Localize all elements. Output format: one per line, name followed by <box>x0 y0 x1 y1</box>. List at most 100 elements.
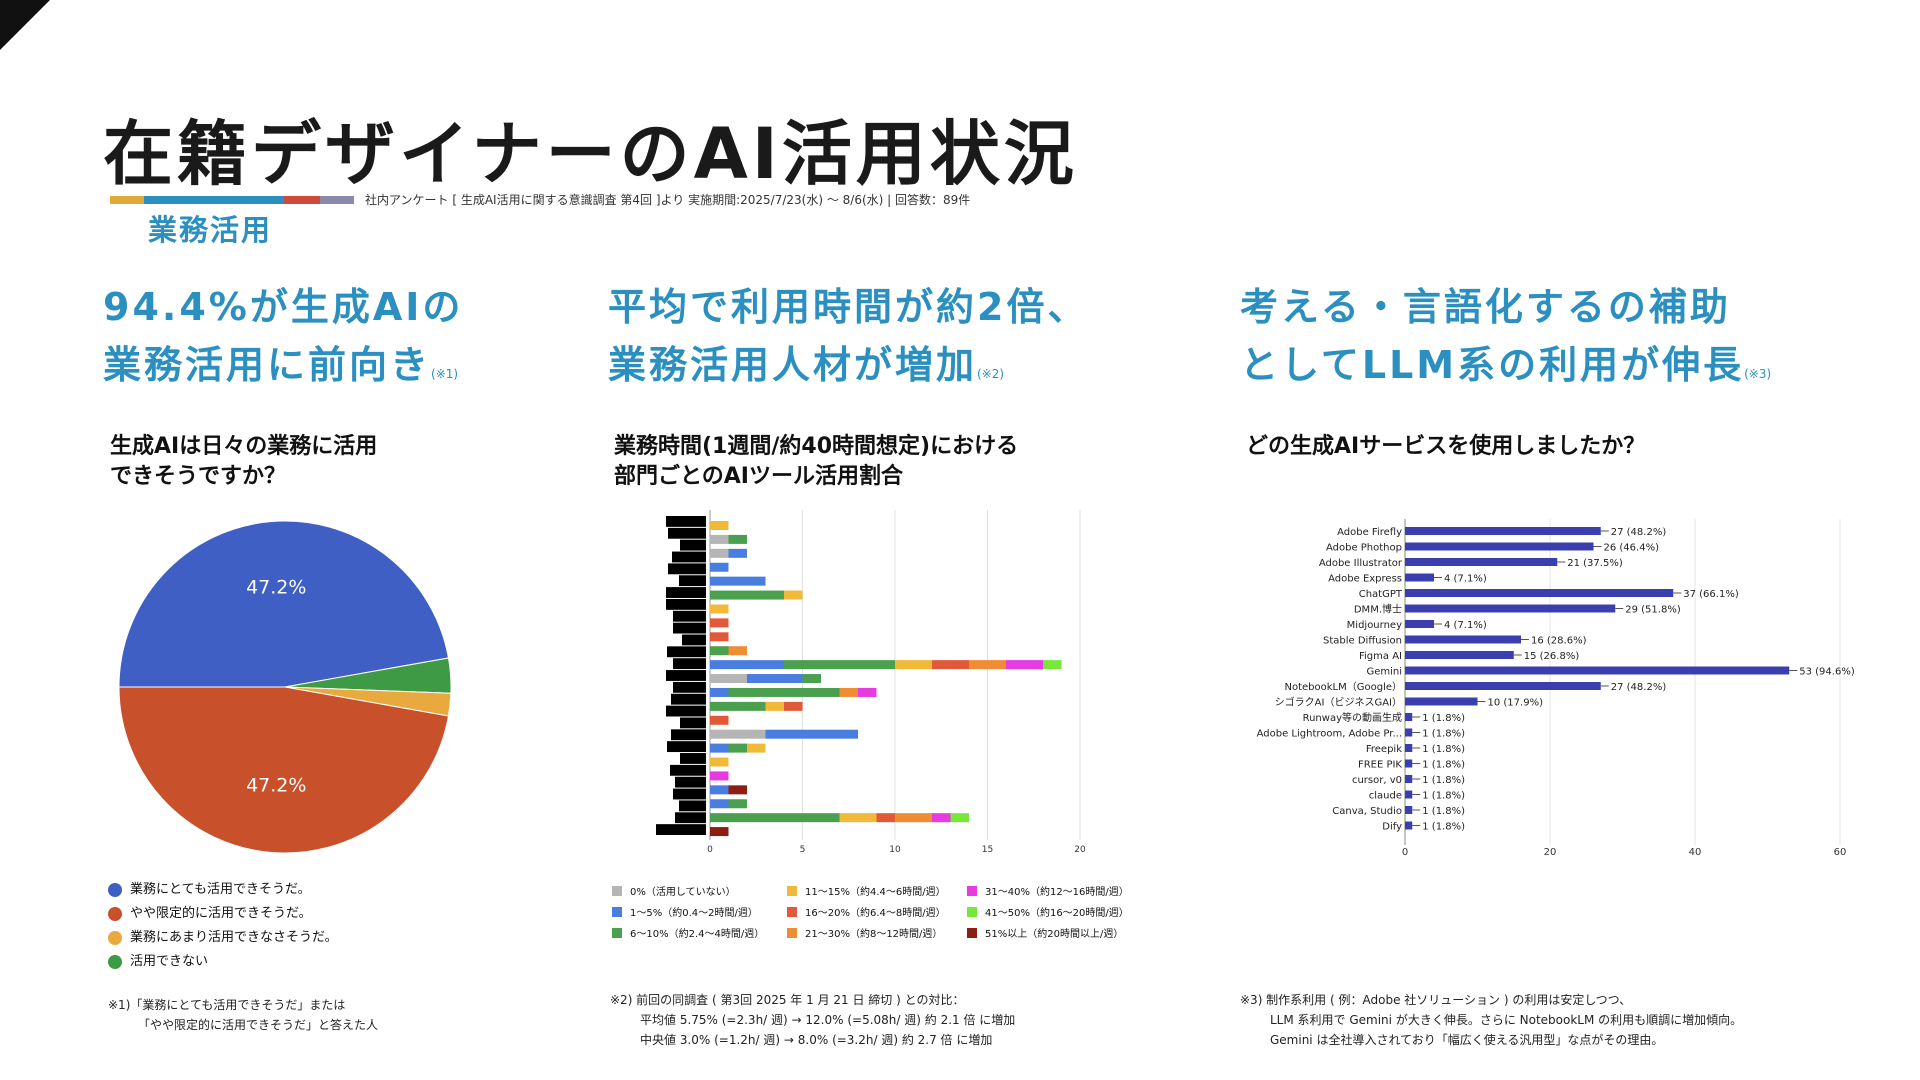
bar-data-label: 15 (26.8%) <box>1524 651 1580 662</box>
service-bar <box>1405 728 1413 737</box>
stacked-bar-segment <box>895 813 932 823</box>
service-bar <box>1405 527 1601 535</box>
stacked-bar-segment <box>784 660 895 670</box>
x-tick-label: 0 <box>1402 847 1408 858</box>
bar-data-label: 1 (1.8%) <box>1422 822 1465 833</box>
y-category-label: Figma AI <box>1359 651 1402 662</box>
bar-data-label: 26 (46.4%) <box>1604 543 1660 554</box>
section-1-note-ref: (※1) <box>431 367 459 381</box>
accent-color-segment <box>110 196 144 204</box>
legend-dot-icon <box>108 955 122 969</box>
pie-legend-item: 業務にあまり活用できなさそうだ。 <box>108 926 338 950</box>
stacked-bar-segment <box>784 590 803 600</box>
stacked-bar-segment <box>728 548 747 558</box>
stacked-bar-segment <box>710 576 766 586</box>
section-3-headline: 考える・言語化するの補助 としてLLM系の利用が伸長(※3) <box>1240 278 1771 403</box>
redacted-department-label <box>673 788 706 800</box>
redacted-department-label <box>671 693 706 705</box>
stacked-legend-label: 11〜15%（約4.4〜6時間/週） <box>805 887 946 898</box>
stacked-bar-segment <box>765 729 858 739</box>
legend-swatch-icon <box>967 927 977 938</box>
section-2-footnote-line-2: 平均値 5.75% (=2.3h/ 週) → 12.0% (=5.08h/ 週)… <box>640 1013 1016 1027</box>
bar-data-label: 1 (1.8%) <box>1422 760 1465 771</box>
section-2-headline-line-2: 業務活用人材が増加 <box>608 343 978 387</box>
service-bar <box>1405 806 1413 814</box>
service-bar <box>1405 635 1521 644</box>
bar-data-label: 1 (1.8%) <box>1422 775 1465 786</box>
section-1-question-line-1: 生成AIは日々の業務に活用 <box>110 434 378 459</box>
pie-legend-item: やや限定的に活用できそうだ。 <box>108 902 338 926</box>
pie-legend-item: 活用できない <box>108 950 338 974</box>
bar-data-label: 1 (1.8%) <box>1422 713 1465 724</box>
legend-swatch-icon <box>787 885 797 896</box>
legend-swatch-icon <box>967 906 977 917</box>
stacked-bar-segment <box>710 687 729 697</box>
stacked-bar-legend: 0%（活用していない） 11〜15%（約4.4〜6時間/週） 31〜40%（約12〜… <box>612 883 1152 940</box>
stacked-legend-item: 41〜50%（約16〜20時間/週） <box>967 904 1152 919</box>
service-bar <box>1405 620 1434 628</box>
pie-data-label: 47.2% <box>246 576 306 598</box>
stacked-legend-label: 16〜20%（約6.4〜8時間/週） <box>805 908 946 919</box>
stacked-bar-segment <box>710 618 729 628</box>
pie-legend-label: 活用できない <box>130 954 209 969</box>
stacked-bar-segment <box>710 729 766 739</box>
pie-slice <box>118 520 450 688</box>
stacked-bar-chart: 0 5 10 15 20 <box>656 510 1086 855</box>
service-bar <box>1405 713 1413 721</box>
service-bar <box>1405 573 1434 582</box>
service-bar <box>1405 589 1674 597</box>
bar-data-label: 10 (17.9%) <box>1488 698 1544 709</box>
legend-dot-icon <box>108 931 122 945</box>
service-bar <box>1405 651 1514 659</box>
stacked-bar-segment <box>710 521 729 530</box>
pie-slice <box>118 686 450 854</box>
section-3-footnote-line-3: Gemini は全社導入されており「幅広く使える汎用型」な点がその理由。 <box>1270 1033 1664 1047</box>
section-2-footnote-line-3: 中央値 3.0% (=1.2h/ 週) → 8.0% (=3.2h/ 週) 約 … <box>640 1033 993 1047</box>
stacked-bar-segment <box>710 646 729 656</box>
redacted-department-label <box>671 729 706 741</box>
y-category-label: ChatGPT <box>1359 589 1403 600</box>
section-1-footnote-line-2: 「やや限定的に活用できそうだ」と答えた人 <box>138 1018 379 1032</box>
legend-swatch-icon <box>787 906 797 917</box>
section-1-footnote: ※1)「業務にとても活用できそうだ」または 「やや限定的に活用できそうだ」と答え… <box>108 995 378 1035</box>
redacted-department-label <box>682 634 706 646</box>
y-category-label: Canva, Studio <box>1332 806 1402 817</box>
stacked-legend-label: 1〜5%（約0.4〜2時間/週） <box>630 908 758 919</box>
section-3-footnote: ※3) 制作系利用 ( 例：Adobe 社ソリューション ) の利用は安定しつつ… <box>1240 990 1742 1050</box>
section-1-question: 生成AIは日々の業務に活用 できそうですか？ <box>110 432 377 492</box>
redacted-department-label <box>680 717 706 729</box>
y-category-label: Adobe Phothop <box>1326 543 1402 554</box>
section-3-note-ref: (※3) <box>1744 367 1772 381</box>
service-bar <box>1405 759 1413 768</box>
stacked-bar-segment <box>710 660 784 670</box>
redacted-department-label <box>667 646 706 658</box>
stacked-legend-label: 31〜40%（約12〜16時間/週） <box>985 887 1129 898</box>
bar-data-label: 4 (7.1%) <box>1444 574 1487 585</box>
stacked-bar-segment <box>728 687 840 697</box>
y-category-label: Dify <box>1382 822 1402 833</box>
accent-color-segment <box>214 196 284 204</box>
redacted-department-label <box>680 539 706 551</box>
y-category-label: Stable Diffusion <box>1323 636 1402 647</box>
stacked-bar-segment <box>710 701 766 711</box>
pie-legend-item: 業務にとても活用できそうだ。 <box>108 878 338 902</box>
stacked-legend-label: 51%以上（約20時間以上/週） <box>985 929 1124 940</box>
y-category-label: Adobe Illustrator <box>1319 558 1403 569</box>
page-subtitle: 業務活用 <box>148 213 273 247</box>
x-tick-label: 20 <box>1544 847 1557 858</box>
service-bar <box>1405 697 1478 706</box>
x-tick-label: 40 <box>1689 847 1702 858</box>
bar-data-label: 16 (28.6%) <box>1531 636 1587 647</box>
legend-dot-icon <box>108 907 122 921</box>
bar-data-label: 53 (94.6%) <box>1799 667 1855 678</box>
redacted-department-label <box>675 776 706 788</box>
bar-data-label: 37 (66.1%) <box>1683 589 1739 600</box>
stacked-legend-item: 21〜30%（約8〜12時間/週） <box>787 925 967 940</box>
bar-data-label: 27 (48.2%) <box>1611 527 1667 538</box>
y-category-label: シゴラクAI（ビジネスGAI） <box>1275 696 1402 709</box>
stacked-bar-segment <box>710 604 729 614</box>
accent-color-bar <box>110 196 354 204</box>
y-category-label: Adobe Firefly <box>1337 527 1402 538</box>
stacked-bar-segment <box>710 813 840 823</box>
page-title: 在籍デザイナーのAI活用状況 <box>103 113 1078 195</box>
